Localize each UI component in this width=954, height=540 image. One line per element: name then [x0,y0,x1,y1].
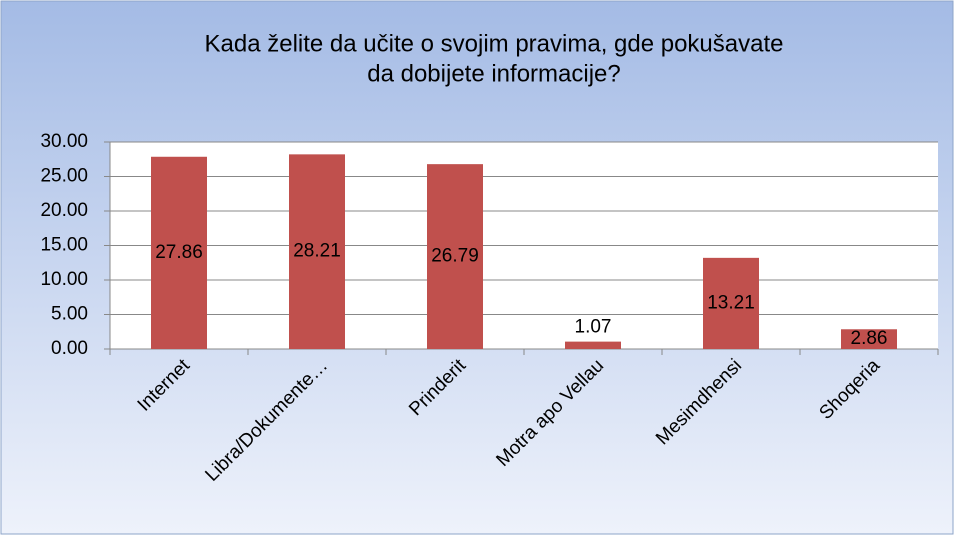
y-tick-label: 0.00 [51,338,88,359]
data-label: 1.07 [575,317,612,338]
data-label: 13.21 [707,292,755,313]
bar [289,154,345,349]
bar [151,156,207,349]
y-tick-label: 5.00 [51,304,88,325]
data-label: 27.86 [155,242,203,263]
bar [703,257,759,349]
data-label: 26.79 [431,246,479,267]
y-tick-label: 30.00 [40,131,88,152]
y-tick-label: 10.00 [40,269,88,290]
bar [565,341,621,349]
y-tick-label: 25.00 [40,166,88,187]
y-tick-label: 15.00 [40,235,88,256]
data-label: 2.86 [851,328,888,349]
bar [841,329,897,349]
data-label: 28.21 [293,241,341,262]
bar [427,164,483,349]
chart-title: da dobijete informacije? [367,60,621,87]
y-tick-label: 20.00 [40,200,88,221]
chart-title: Kada želite da učite o svojim pravima, g… [205,30,784,57]
